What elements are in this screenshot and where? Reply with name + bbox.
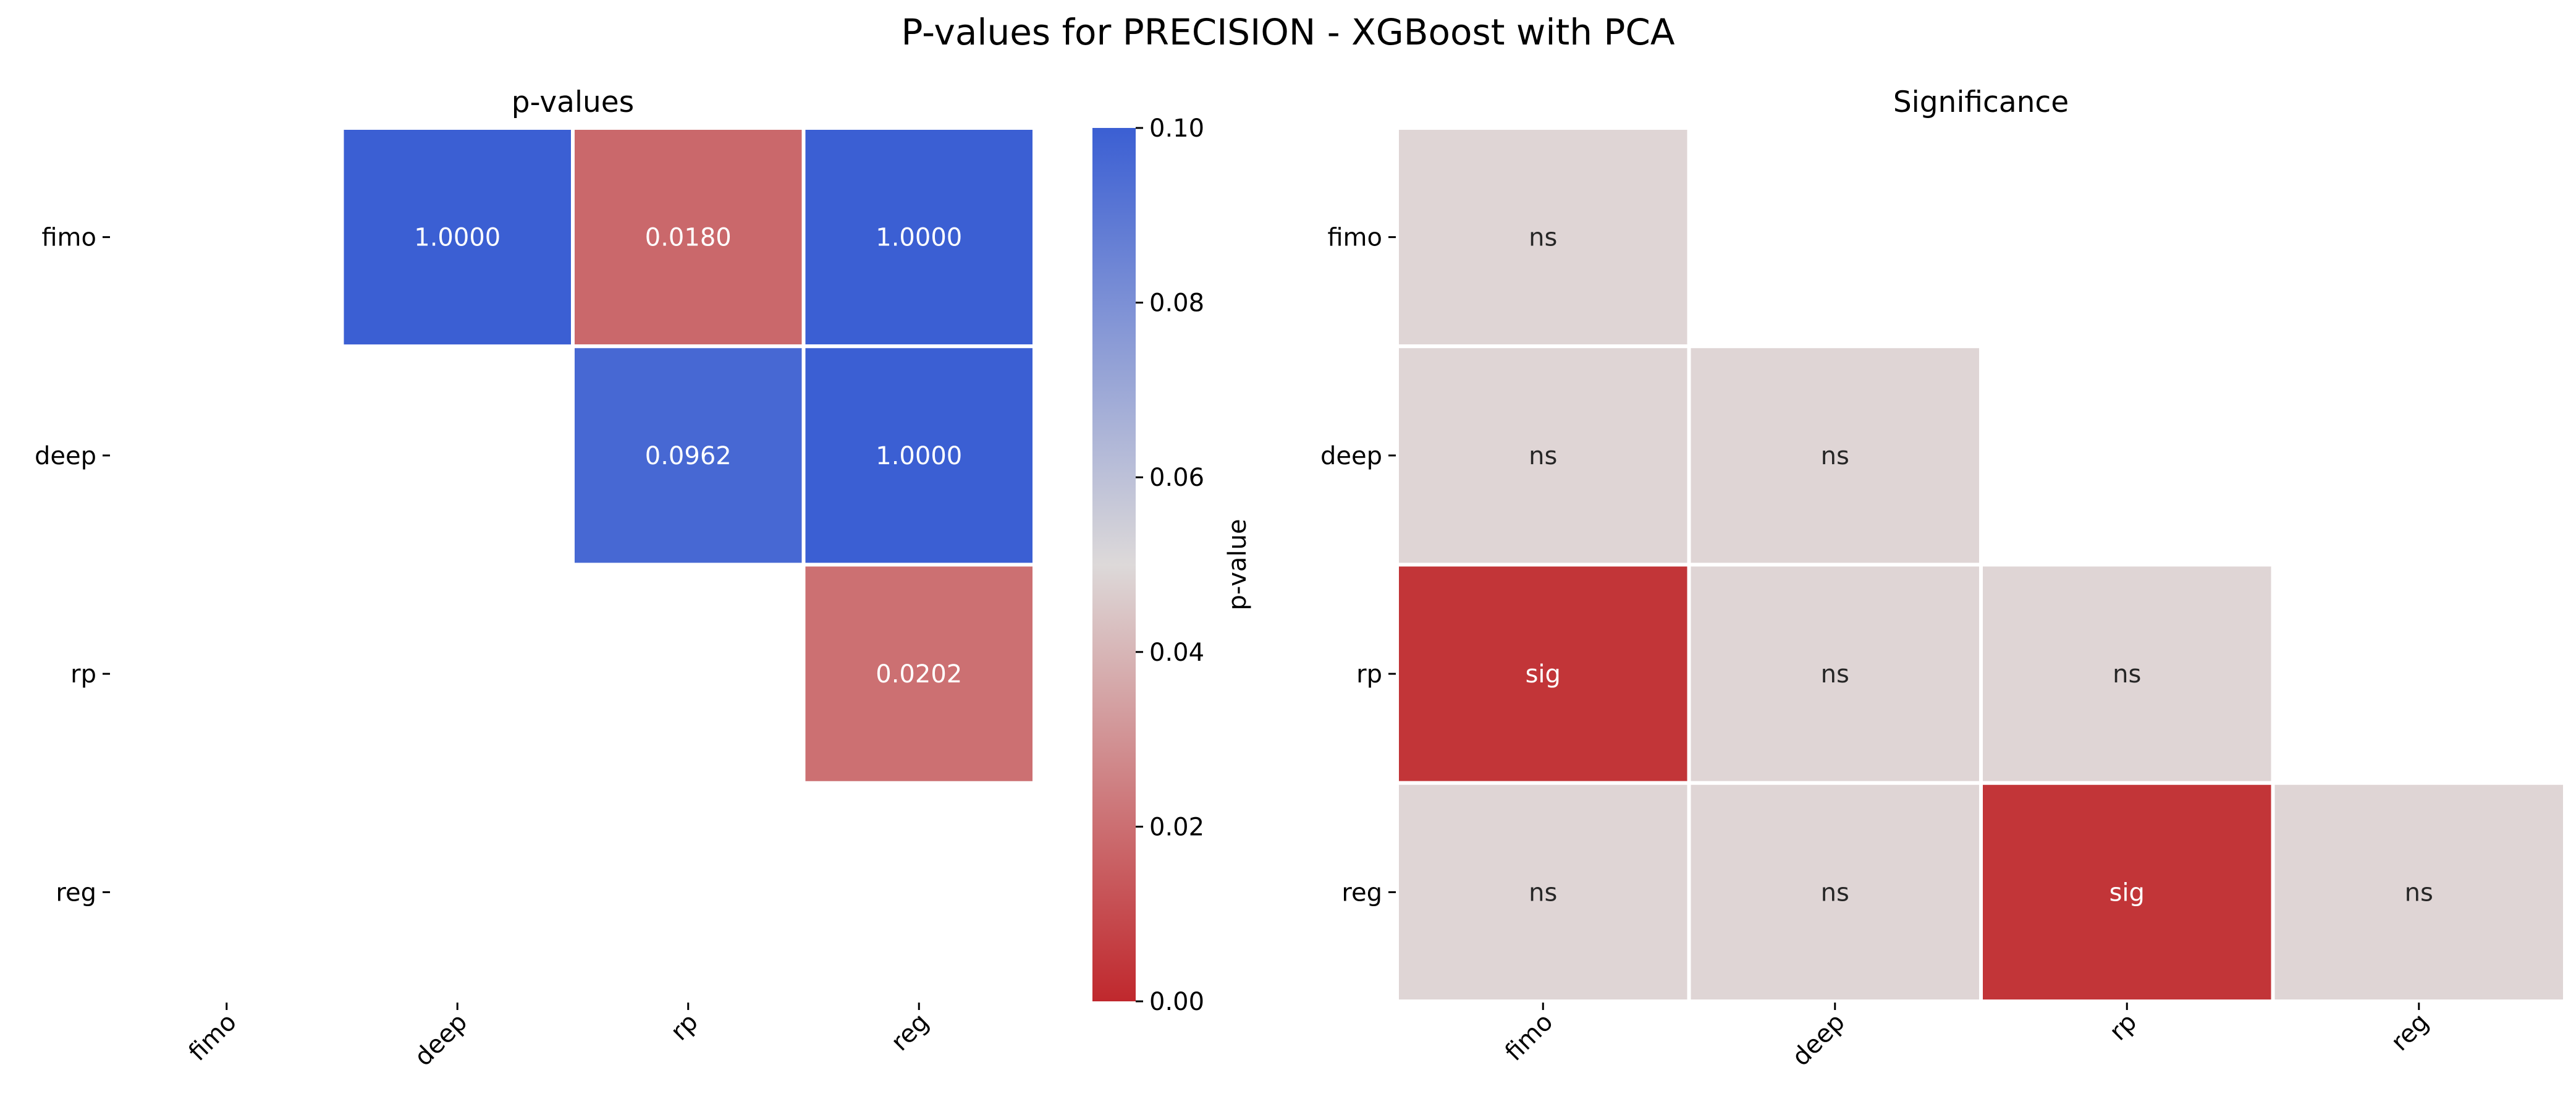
y-tick-label: fimo: [1327, 224, 1382, 252]
colorbar-tick-label: 0.04: [1149, 639, 1204, 667]
heatmap-cell: [571, 126, 806, 349]
colorbar-label: p-value: [1223, 519, 1252, 610]
x-tick-label: fimo: [1500, 1008, 1558, 1067]
cell-value-label: 0.0180: [645, 224, 732, 252]
heatmap-2-title: Significance: [1893, 85, 2069, 119]
cell-value-label: 0.0202: [876, 660, 962, 689]
cell-value-label: sig: [1526, 660, 1561, 689]
cell-value-label: ns: [1821, 660, 1849, 689]
cell-value-label: 1.0000: [876, 442, 962, 470]
heatmap-1-title: p-values: [512, 85, 634, 119]
heatmap-cell: [1979, 781, 2275, 1003]
figure-title: P-values for PRECISION - XGBoost with PC…: [901, 11, 1675, 53]
heatmap-cell: [1979, 562, 2275, 785]
cell-value-label: ns: [1529, 442, 1557, 470]
cell-value-label: ns: [2405, 878, 2433, 907]
x-tick-label: deep: [1787, 1008, 1851, 1072]
x-tick-label: reg: [2386, 1008, 2435, 1057]
colorbar-tick-label: 0.10: [1149, 114, 1204, 143]
x-tick-label: rp: [2104, 1008, 2142, 1046]
cell-value-label: ns: [1529, 878, 1557, 907]
heatmap-cell: [801, 562, 1036, 785]
x-tick-label: reg: [885, 1008, 934, 1057]
y-tick-label: rp: [1356, 660, 1382, 689]
y-tick-label: reg: [56, 878, 96, 907]
y-tick-label: reg: [1341, 878, 1382, 907]
cell-value-label: 0.0962: [645, 442, 732, 470]
cell-value-label: 1.0000: [876, 224, 962, 252]
cell-value-label: ns: [1529, 224, 1557, 252]
heatmap-cell: [2271, 781, 2567, 1003]
x-tick-label: rp: [665, 1008, 704, 1046]
y-tick-label: deep: [1320, 442, 1382, 470]
heatmap-cell: [1395, 344, 1691, 567]
heatmap-cell: [340, 126, 575, 349]
colorbar-tick-label: 0.00: [1149, 988, 1204, 1016]
heatmap-cell: [801, 126, 1036, 349]
colorbar-tick-label: 0.02: [1149, 813, 1204, 841]
x-tick-label: deep: [409, 1008, 473, 1072]
x-tick-label: fimo: [184, 1008, 242, 1067]
heatmap-cell: [1687, 562, 1983, 785]
cell-value-label: 1.0000: [414, 224, 500, 252]
colorbar-tick-label: 0.06: [1149, 464, 1204, 492]
heatmap-cell: [1395, 126, 1691, 349]
y-tick-label: rp: [70, 660, 96, 689]
cell-value-label: ns: [2113, 660, 2141, 689]
y-tick-label: deep: [35, 442, 96, 470]
colorbar: [1092, 128, 1136, 1001]
y-tick-label: fimo: [41, 224, 96, 252]
colorbar-tick-label: 0.08: [1149, 289, 1204, 318]
cell-value-label: ns: [1821, 878, 1849, 907]
cell-value-label: sig: [2109, 878, 2145, 907]
heatmap-cell: [1687, 344, 1983, 567]
heatmap-cell: [571, 344, 806, 567]
cell-value-label: ns: [1821, 442, 1849, 470]
